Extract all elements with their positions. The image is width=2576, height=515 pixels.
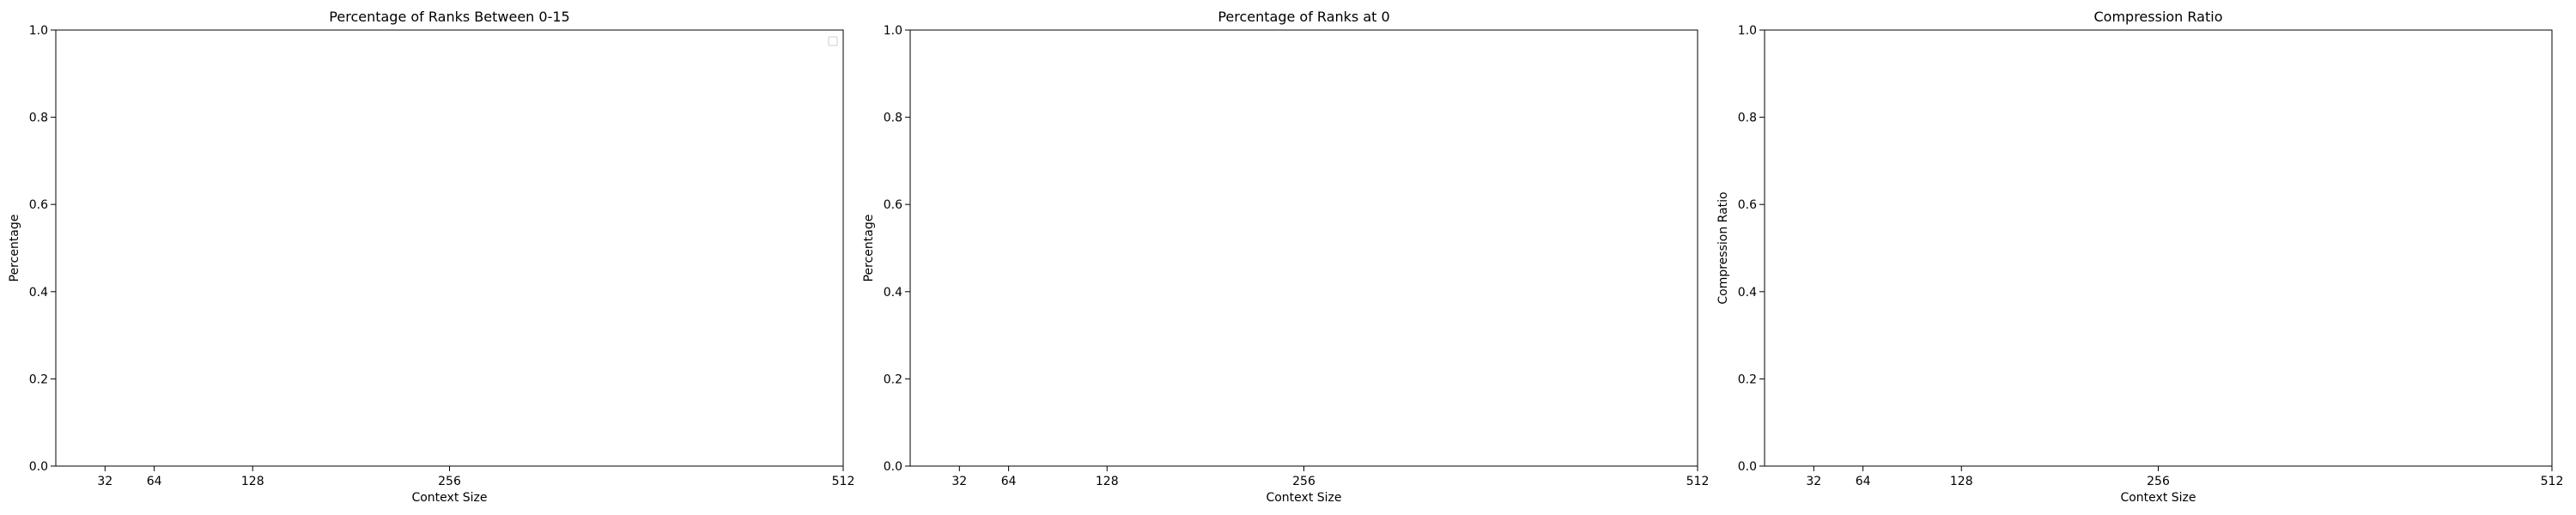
y-tick-label: 0.6 <box>1738 198 1757 212</box>
y-tick-label: 0.6 <box>29 198 48 212</box>
y-tick-label: 0.4 <box>884 286 902 300</box>
y-tick-label: 0.2 <box>29 373 48 386</box>
x-tick-label: 32 <box>97 475 112 488</box>
x-tick-label: 64 <box>1001 475 1017 488</box>
chart-panel-3: Compression Ratio 0.0 0.2 0.4 0.6 0.8 1.0 32 64 1… <box>1716 9 2563 505</box>
y-tick-label: 0.0 <box>884 460 902 474</box>
x-axis-label: Context Size <box>1266 491 1341 505</box>
y-axis-label: Compression Ratio <box>1716 191 1730 304</box>
x-tick-label: 64 <box>147 475 162 488</box>
legend-box <box>828 36 838 46</box>
axes-frame <box>55 29 844 467</box>
x-axis-label: Context Size <box>2120 491 2196 505</box>
x-tick-label: 256 <box>1292 475 1315 488</box>
y-tick-label: 0.8 <box>1738 112 1757 125</box>
y-tick-label: 0.4 <box>1738 286 1757 300</box>
axes-frame <box>1764 29 2553 467</box>
x-tick-label: 512 <box>1686 475 1710 488</box>
y-tick-label: 1.0 <box>29 24 48 38</box>
chart-title: Percentage of Ranks at 0 <box>1218 9 1389 25</box>
chart-panel-1: Percentage of Ranks Between 0-15 0.0 0.2 0.… <box>8 9 854 505</box>
x-tick-label: 512 <box>832 475 855 488</box>
y-tick-label: 0.8 <box>29 112 48 125</box>
x-tick-label: 32 <box>1806 475 1821 488</box>
chart-title: Percentage of Ranks Between 0-15 <box>329 9 569 25</box>
x-tick-label: 32 <box>951 475 967 488</box>
x-tick-label: 128 <box>1096 475 1119 488</box>
y-tick-label: 0.8 <box>884 112 902 125</box>
y-tick-label: 0.4 <box>29 286 48 300</box>
chart-panel-2: Percentage of Ranks at 0 0.0 0.2 0.4 0.6 0.8 1… <box>862 9 1709 505</box>
x-tick-label: 256 <box>438 475 461 488</box>
x-tick-label: 128 <box>1950 475 1973 488</box>
y-axis-label: Percentage <box>862 215 876 282</box>
y-tick-label: 0.6 <box>884 198 902 212</box>
y-tick-label: 1.0 <box>884 24 902 38</box>
x-axis-label: Context Size <box>411 491 487 505</box>
y-tick-label: 0.2 <box>884 373 902 386</box>
y-tick-label: 0.0 <box>1738 460 1757 474</box>
chart-title: Compression Ratio <box>2094 9 2223 25</box>
y-tick-label: 1.0 <box>1738 24 1757 38</box>
y-tick-label: 0.2 <box>1738 373 1757 386</box>
y-tick-label: 0.0 <box>29 460 48 474</box>
x-tick-label: 512 <box>2541 475 2564 488</box>
x-tick-label: 256 <box>2147 475 2170 488</box>
x-tick-label: 64 <box>1856 475 1871 488</box>
x-tick-label: 128 <box>241 475 264 488</box>
y-axis-label: Percentage <box>8 215 21 282</box>
axes-frame <box>909 29 1698 467</box>
